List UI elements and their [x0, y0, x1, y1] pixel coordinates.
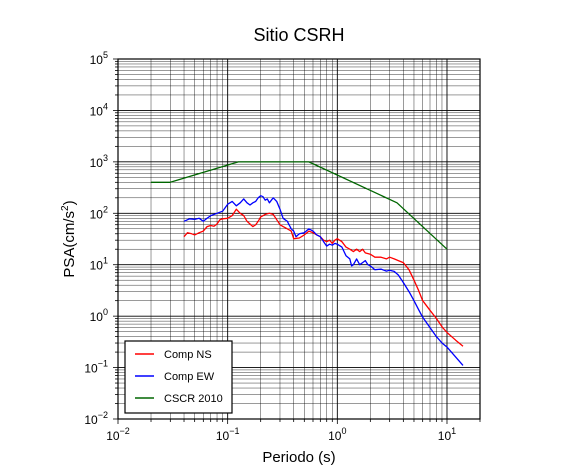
legend: Comp NS Comp EW CSCR 2010 — [124, 340, 233, 414]
y-tick-base: 10 — [90, 156, 104, 170]
y-tick-exponent: −1 — [98, 359, 108, 369]
x-tick-exponent: −2 — [120, 426, 130, 436]
x-tick-base: 10 — [106, 429, 120, 443]
y-tick-base: 10 — [90, 310, 104, 324]
y-tick-base: 10 — [90, 53, 104, 67]
y-tick-label: 103 — [90, 153, 108, 170]
x-tick-base: 10 — [328, 429, 342, 443]
legend-label-cscr-2010: CSCR 2010 — [164, 393, 223, 405]
x-tick-base: 10 — [216, 429, 230, 443]
y-tick-exponent: 4 — [103, 101, 108, 111]
y-axis-label: PSA(cm/s2) — [60, 200, 78, 277]
legend-label-comp-ns: Comp NS — [164, 349, 212, 361]
legend-box — [124, 340, 233, 414]
series-line-cscr-2010 — [151, 161, 448, 250]
y-tick-exponent: −2 — [98, 410, 108, 420]
y-tick-label: 10−2 — [84, 410, 108, 427]
y-tick-label: 105 — [90, 50, 108, 67]
plot-frame — [117, 58, 481, 420]
x-axis-label: Periodo (s) — [262, 449, 335, 466]
x-tick-label: 10−1 — [216, 426, 240, 443]
x-tick-base: 10 — [438, 429, 452, 443]
y-tick-base: 10 — [84, 362, 98, 376]
y-tick-label: 104 — [90, 101, 108, 118]
y-tick-label: 102 — [90, 204, 108, 221]
y-tick-base: 10 — [90, 259, 104, 273]
series-line-comp-ew — [183, 195, 464, 366]
y-axis-label-main: PSA(cm/s — [61, 211, 78, 278]
x-tick-label: 101 — [438, 426, 456, 443]
x-tick-exponent: 0 — [341, 426, 346, 436]
y-axis-label-sup: 2 — [60, 205, 71, 211]
y-tick-base: 10 — [84, 413, 98, 427]
y-tick-base: 10 — [90, 104, 104, 118]
series-line-comp-ns — [183, 208, 464, 347]
y-tick-exponent: 2 — [103, 204, 108, 214]
x-tick-exponent: −1 — [229, 426, 239, 436]
y-tick-base: 10 — [90, 207, 104, 221]
y-tick-exponent: 1 — [103, 256, 108, 266]
y-tick-label: 101 — [90, 256, 108, 273]
y-tick-label: 100 — [90, 307, 108, 324]
y-tick-exponent: 3 — [103, 153, 108, 163]
legend-label-comp-ew: Comp EW — [164, 371, 215, 383]
y-axis-label-close: ) — [61, 200, 78, 205]
y-tick-exponent: 0 — [103, 307, 108, 317]
x-tick-exponent: 1 — [451, 426, 456, 436]
series-lines — [151, 161, 464, 366]
y-tick-label: 10−1 — [84, 359, 108, 376]
chart-title: Sitio CSRH — [253, 25, 344, 45]
x-tick-label: 10−2 — [106, 426, 130, 443]
y-tick-exponent: 5 — [103, 50, 108, 60]
x-tick-label: 100 — [328, 426, 346, 443]
